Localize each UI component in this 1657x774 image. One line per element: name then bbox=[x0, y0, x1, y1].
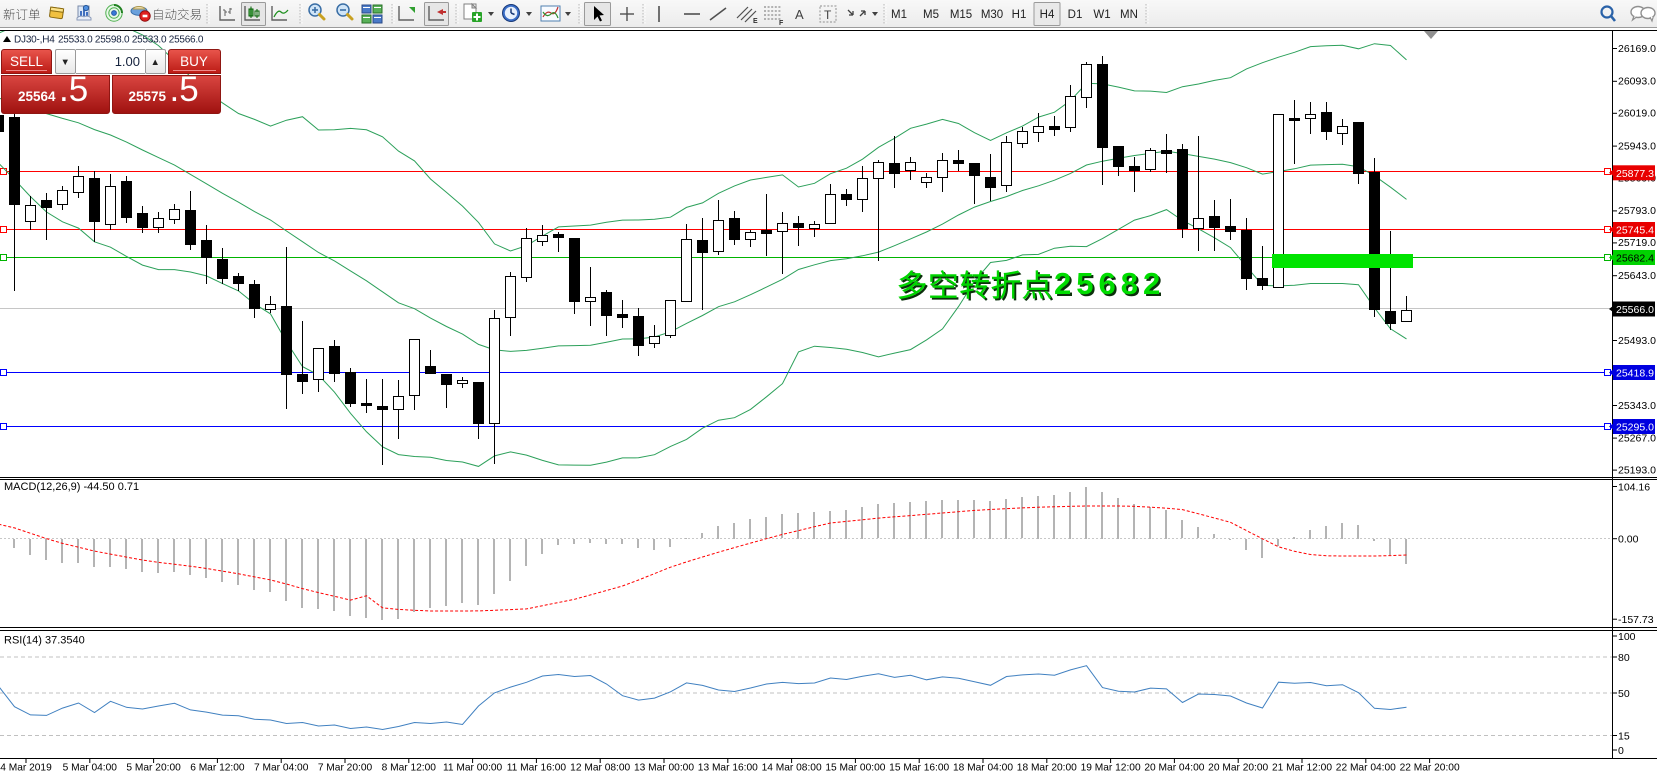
svg-text:11 Mar 16:00: 11 Mar 16:00 bbox=[507, 763, 567, 774]
svg-text:7 Mar 04:00: 7 Mar 04:00 bbox=[254, 763, 309, 774]
svg-text:21 Mar 12:00: 21 Mar 12:00 bbox=[1272, 763, 1332, 774]
svg-text:14 Mar 08:00: 14 Mar 08:00 bbox=[762, 763, 822, 774]
svg-text:F: F bbox=[779, 20, 784, 27]
svg-text:25682: 25682 bbox=[1054, 266, 1165, 301]
svg-text:20 Mar 04:00: 20 Mar 04:00 bbox=[1144, 763, 1204, 774]
svg-text:15 Mar 00:00: 15 Mar 00:00 bbox=[825, 763, 885, 774]
svg-text:25643.0: 25643.0 bbox=[1618, 270, 1656, 282]
svg-text:26169.0: 26169.0 bbox=[1618, 43, 1656, 55]
svg-text:-157.73: -157.73 bbox=[1618, 614, 1654, 626]
svg-text:18 Mar 20:00: 18 Mar 20:00 bbox=[1017, 763, 1077, 774]
svg-text:W1: W1 bbox=[1093, 9, 1110, 21]
svg-text:M1: M1 bbox=[891, 9, 907, 21]
svg-text:RSI(14) 37.3540: RSI(14) 37.3540 bbox=[4, 635, 85, 647]
svg-text:13 Mar 00:00: 13 Mar 00:00 bbox=[634, 763, 694, 774]
svg-text:E: E bbox=[753, 18, 758, 25]
svg-text:H1: H1 bbox=[1012, 9, 1027, 21]
svg-text:80: 80 bbox=[1618, 652, 1630, 664]
svg-text:MN: MN bbox=[1120, 9, 1138, 21]
svg-text:H4: H4 bbox=[1040, 9, 1055, 21]
svg-text:M30: M30 bbox=[981, 9, 1003, 21]
svg-text:25493.0: 25493.0 bbox=[1618, 335, 1656, 347]
svg-text:25745.4: 25745.4 bbox=[1616, 225, 1654, 237]
svg-text:0: 0 bbox=[1618, 745, 1624, 757]
svg-text:25793.0: 25793.0 bbox=[1618, 205, 1656, 217]
svg-text:25193.0: 25193.0 bbox=[1618, 464, 1656, 476]
svg-text:25877.3: 25877.3 bbox=[1616, 168, 1654, 180]
svg-text:7 Mar 20:00: 7 Mar 20:00 bbox=[318, 763, 373, 774]
svg-text:25682.4: 25682.4 bbox=[1616, 253, 1654, 265]
svg-text:50: 50 bbox=[1618, 688, 1630, 700]
svg-text:25295.0: 25295.0 bbox=[1616, 422, 1654, 434]
svg-text:11 Mar 00:00: 11 Mar 00:00 bbox=[443, 763, 503, 774]
svg-text:25719.0: 25719.0 bbox=[1618, 237, 1656, 249]
svg-text:T: T bbox=[824, 8, 832, 22]
svg-text:15: 15 bbox=[1618, 730, 1630, 742]
svg-text:M5: M5 bbox=[923, 9, 939, 21]
svg-text:26093.0: 26093.0 bbox=[1618, 76, 1656, 88]
svg-text:25943.0: 25943.0 bbox=[1618, 140, 1656, 152]
svg-text:25682: 25682 bbox=[1056, 268, 1167, 303]
svg-text:19 Mar 12:00: 19 Mar 12:00 bbox=[1081, 763, 1141, 774]
svg-text:22 Mar 04:00: 22 Mar 04:00 bbox=[1336, 763, 1396, 774]
svg-text:5 Mar 20:00: 5 Mar 20:00 bbox=[126, 763, 181, 774]
svg-text:13 Mar 16:00: 13 Mar 16:00 bbox=[698, 763, 758, 774]
svg-text:0.00: 0.00 bbox=[1618, 534, 1639, 546]
svg-text:5 Mar 04:00: 5 Mar 04:00 bbox=[63, 763, 118, 774]
svg-text:25533.0 25598.0 25533.0 25566.: 25533.0 25598.0 25533.0 25566.0 bbox=[58, 35, 204, 46]
svg-text:6 Mar 12:00: 6 Mar 12:00 bbox=[190, 763, 245, 774]
svg-text:20 Mar 20:00: 20 Mar 20:00 bbox=[1208, 763, 1268, 774]
svg-text:100: 100 bbox=[1618, 631, 1636, 643]
svg-text:M15: M15 bbox=[950, 9, 972, 21]
svg-text:22 Mar 20:00: 22 Mar 20:00 bbox=[1400, 763, 1460, 774]
svg-text:25267.0: 25267.0 bbox=[1618, 432, 1656, 444]
svg-text:A: A bbox=[795, 7, 804, 22]
svg-text:25566.0: 25566.0 bbox=[1616, 304, 1654, 316]
svg-text:DJ30-,H4: DJ30-,H4 bbox=[14, 35, 55, 46]
svg-text:18 Mar 04:00: 18 Mar 04:00 bbox=[953, 763, 1013, 774]
svg-text:8 Mar 12:00: 8 Mar 12:00 bbox=[382, 763, 437, 774]
svg-text:15 Mar 16:00: 15 Mar 16:00 bbox=[889, 763, 949, 774]
svg-text:4 Mar 2019: 4 Mar 2019 bbox=[0, 763, 52, 774]
svg-text:MACD(12,26,9) -44.50 0.71: MACD(12,26,9) -44.50 0.71 bbox=[4, 481, 139, 493]
svg-text:104.16: 104.16 bbox=[1618, 481, 1650, 493]
svg-text:D1: D1 bbox=[1068, 9, 1083, 21]
svg-text:12 Mar 08:00: 12 Mar 08:00 bbox=[570, 763, 630, 774]
svg-text:25418.9: 25418.9 bbox=[1616, 368, 1654, 380]
svg-text:26019.0: 26019.0 bbox=[1618, 108, 1656, 120]
svg-text:25343.0: 25343.0 bbox=[1618, 400, 1656, 412]
